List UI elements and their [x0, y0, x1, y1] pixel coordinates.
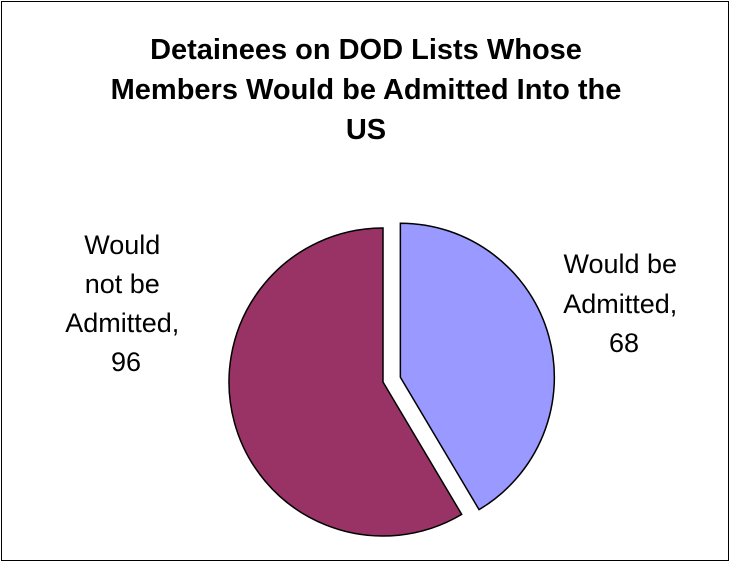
slice-label-would-be-admitted-line-2: Admitted, — [563, 289, 677, 319]
slice-label-would-be-admitted-value: 68 — [609, 328, 639, 358]
pie-slice-would-be-admitted — [399, 222, 556, 511]
slice-label-would-not-be-admitted: Would not be Admitted, 96 — [65, 230, 187, 377]
chart-title: Detainees on DOD Lists Whose Members Wou… — [60, 30, 672, 150]
chart-title-line-1: Detainees on DOD Lists Whose — [150, 34, 582, 66]
slice-label-would-not-be-admitted-line-3: Admitted, — [65, 308, 179, 338]
slice-label-would-not-be-admitted-value: 96 — [111, 347, 141, 377]
slice-label-would-be-admitted: Would be Admitted, 68 — [563, 249, 685, 358]
slice-label-would-not-be-admitted-line-1: Would — [84, 230, 160, 260]
chart-title-line-2: Members Would be Admitted Into the — [110, 74, 622, 106]
chart-title-line-3: US — [345, 114, 387, 146]
pie-slice-would-not-be-admitted — [228, 227, 463, 537]
slice-label-would-not-be-admitted-line-2: not be — [85, 269, 160, 299]
slice-label-would-be-admitted-line-1: Would be — [563, 249, 677, 279]
